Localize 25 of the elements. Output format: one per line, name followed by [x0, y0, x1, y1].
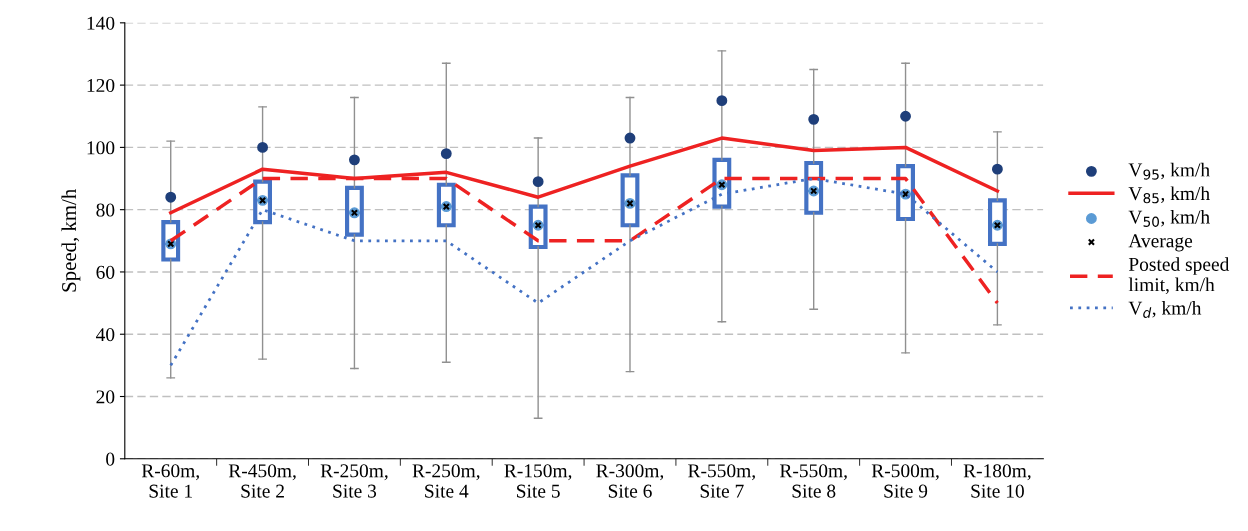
x-tick-label: R-450m, Site 2: [228, 464, 296, 498]
y-tick-label: 80: [96, 203, 115, 217]
y-tick-label: 100: [87, 141, 115, 155]
y-tick-label: 140: [87, 16, 115, 30]
y-tick-label: 20: [96, 390, 115, 404]
y-tick-label: 60: [96, 265, 115, 279]
x-tick-label: R-550m, Site 7: [688, 464, 755, 498]
x-tick-label: R-550m, Site 8: [779, 464, 847, 498]
legend-label: V$_{50}$, km/h: [1128, 210, 1210, 227]
x-tick-label: R-250m, Site 4: [412, 464, 480, 498]
x-tick-label: R-300m, Site 6: [596, 464, 664, 498]
x-tick-label: R-250m, Site 3: [320, 464, 388, 498]
y-tick-label: 40: [96, 328, 115, 342]
y-tick-label: 120: [87, 78, 115, 93]
legend-label: V$_{85}$, km/h: [1128, 186, 1210, 204]
x-tick-label: R-180m, Site 10: [963, 464, 1031, 498]
legend-label: Average: [1128, 234, 1193, 252]
y-tick-label: 0: [106, 452, 115, 466]
legend-label: Posted speed limit, km/h: [1128, 257, 1230, 295]
legend-label: V$_{95}$, km/h: [1128, 162, 1210, 180]
x-tick-label: R-60m, Site 1: [141, 464, 199, 498]
legend-label: V$_{d}$, km/h: [1128, 301, 1202, 318]
y-axis-title: Speed, km/h: [61, 189, 81, 292]
x-tick-label: R-500m, Site 9: [871, 464, 939, 498]
x-tick-label: R-150m, Site 5: [504, 464, 572, 498]
